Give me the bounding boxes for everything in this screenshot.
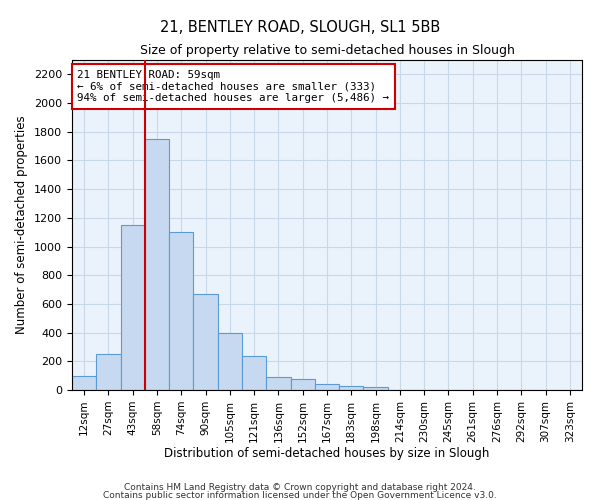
Bar bbox=[169, 232, 193, 390]
Bar bbox=[266, 377, 290, 390]
Bar bbox=[96, 354, 121, 390]
X-axis label: Distribution of semi-detached houses by size in Slough: Distribution of semi-detached houses by … bbox=[164, 448, 490, 460]
Bar bbox=[72, 376, 96, 390]
Bar bbox=[364, 387, 388, 390]
Bar bbox=[290, 378, 315, 390]
Text: 21 BENTLEY ROAD: 59sqm
← 6% of semi-detached houses are smaller (333)
94% of sem: 21 BENTLEY ROAD: 59sqm ← 6% of semi-deta… bbox=[77, 70, 389, 103]
Bar bbox=[193, 294, 218, 390]
Text: 21, BENTLEY ROAD, SLOUGH, SL1 5BB: 21, BENTLEY ROAD, SLOUGH, SL1 5BB bbox=[160, 20, 440, 35]
Text: Contains HM Land Registry data © Crown copyright and database right 2024.: Contains HM Land Registry data © Crown c… bbox=[124, 483, 476, 492]
Bar bbox=[242, 356, 266, 390]
Title: Size of property relative to semi-detached houses in Slough: Size of property relative to semi-detach… bbox=[140, 44, 514, 58]
Bar bbox=[218, 332, 242, 390]
Bar bbox=[315, 384, 339, 390]
Y-axis label: Number of semi-detached properties: Number of semi-detached properties bbox=[16, 116, 28, 334]
Bar bbox=[339, 386, 364, 390]
Text: Contains public sector information licensed under the Open Government Licence v3: Contains public sector information licen… bbox=[103, 490, 497, 500]
Bar bbox=[121, 225, 145, 390]
Bar bbox=[145, 139, 169, 390]
